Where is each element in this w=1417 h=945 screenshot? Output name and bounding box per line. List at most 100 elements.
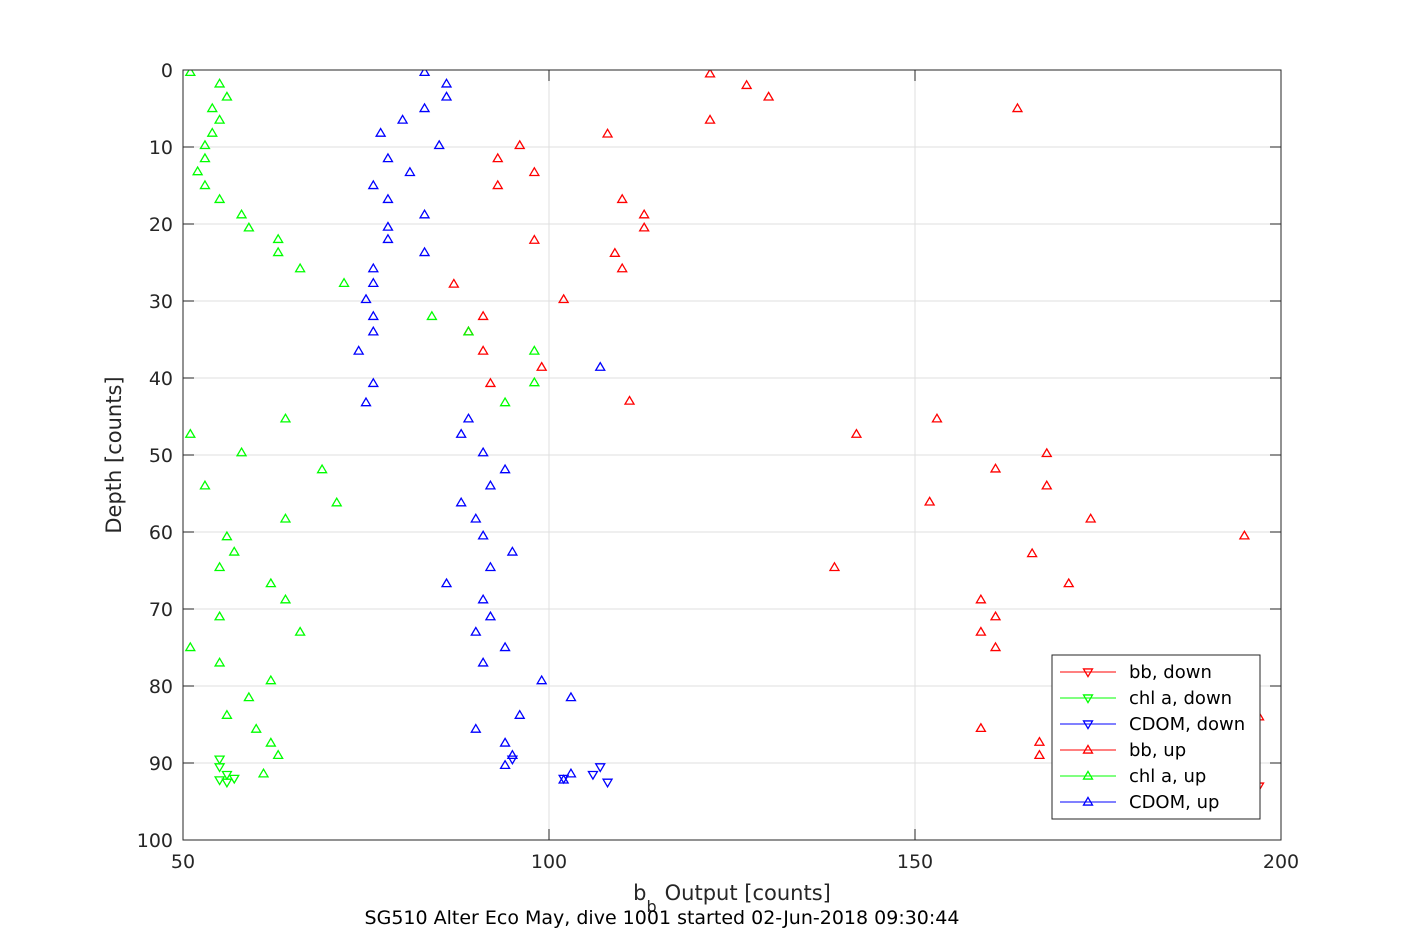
data-point — [975, 626, 987, 636]
data-point — [989, 610, 1002, 621]
data-point — [279, 412, 292, 423]
data-point — [499, 463, 511, 474]
data-point — [565, 767, 577, 778]
y-tick-label: 0 — [161, 60, 173, 82]
y-tick-label: 100 — [137, 830, 173, 852]
data-point — [235, 446, 248, 457]
data-point — [279, 593, 292, 604]
y-axis-label: Depth [counts] — [102, 376, 126, 533]
data-point — [477, 446, 489, 457]
data-point — [448, 278, 460, 288]
chart-title: SG510 Alter Eco May, dive 1001 started 0… — [365, 907, 960, 929]
data-point — [206, 102, 218, 113]
data-point — [418, 208, 431, 219]
data-point — [213, 755, 226, 766]
y-tick-label: 90 — [149, 753, 173, 775]
data-point — [989, 641, 1002, 652]
series-1 — [213, 755, 240, 789]
legend-label: bb, up — [1129, 740, 1186, 761]
data-point — [528, 234, 540, 244]
x-axis-label: bb Output [counts] — [633, 881, 831, 916]
data-point — [514, 709, 526, 719]
data-point — [272, 246, 284, 257]
y-tick-label: 30 — [149, 291, 173, 313]
data-point — [213, 657, 226, 667]
data-point — [704, 70, 716, 78]
legend-box — [1051, 654, 1261, 820]
data-point — [565, 691, 577, 702]
data-point — [1238, 529, 1251, 540]
data-point — [528, 345, 540, 355]
data-point — [294, 262, 306, 273]
data-point — [338, 277, 350, 287]
data-point — [213, 114, 226, 124]
data-point — [294, 626, 306, 636]
legend-marker — [1082, 744, 1094, 754]
data-point — [243, 221, 255, 232]
data-point — [931, 412, 943, 423]
data-point — [484, 610, 497, 621]
data-point — [506, 749, 519, 760]
data-point — [1085, 513, 1097, 523]
data-point — [470, 723, 482, 733]
data-point — [331, 496, 343, 507]
data-point — [506, 755, 519, 766]
legend-label: chl a, down — [1129, 688, 1232, 709]
data-point — [279, 513, 292, 523]
data-point — [499, 396, 511, 407]
data-point — [1063, 577, 1075, 588]
data-point — [221, 530, 233, 541]
data-point — [440, 577, 453, 588]
data-point — [601, 128, 614, 138]
data-point — [1033, 749, 1046, 760]
data-point — [213, 193, 226, 204]
x-tick-label: 200 — [1263, 851, 1299, 873]
data-point — [184, 70, 196, 77]
data-point — [360, 396, 372, 407]
data-point — [536, 361, 548, 371]
data-point — [462, 412, 475, 423]
data-point — [975, 593, 987, 604]
legend-marker — [1082, 694, 1094, 704]
data-point — [1041, 447, 1053, 458]
data-point — [462, 325, 475, 336]
data-point — [638, 208, 650, 219]
data-point — [184, 641, 196, 652]
data-point — [360, 293, 372, 304]
data-point — [404, 166, 416, 177]
data-point — [265, 737, 277, 747]
data-point — [1041, 479, 1053, 490]
data-point — [199, 179, 211, 190]
x-tick-label: 50 — [171, 851, 195, 873]
data-point — [375, 127, 387, 137]
data-point — [594, 763, 606, 773]
data-point — [536, 674, 548, 685]
data-point — [477, 529, 489, 540]
data-point — [484, 377, 497, 388]
data-point — [265, 674, 277, 685]
data-point — [367, 179, 379, 190]
y-tick-label: 20 — [149, 214, 173, 236]
legend-marker — [1082, 796, 1094, 806]
data-point — [243, 691, 255, 702]
y-tick-label: 10 — [149, 137, 173, 159]
x-axis-label-subscript: b — [646, 897, 656, 916]
data-point — [213, 561, 226, 572]
data-point — [199, 479, 211, 490]
y-tick-label: 50 — [149, 445, 173, 467]
data-point — [609, 247, 621, 257]
data-point — [616, 262, 628, 273]
data-point — [455, 496, 467, 507]
data-point — [975, 722, 987, 733]
y-tick-label: 60 — [149, 522, 173, 544]
data-point — [221, 91, 233, 101]
data-point — [418, 246, 431, 257]
series-5 — [353, 70, 606, 784]
data-point — [828, 561, 841, 572]
data-point — [924, 496, 936, 506]
legend: bb, down chl a, down CDOM, down bb, up chl a… — [1051, 654, 1261, 820]
data-point — [638, 221, 650, 232]
data-point — [594, 361, 606, 371]
x-tick-label: 100 — [531, 851, 567, 873]
data-point — [601, 778, 614, 789]
